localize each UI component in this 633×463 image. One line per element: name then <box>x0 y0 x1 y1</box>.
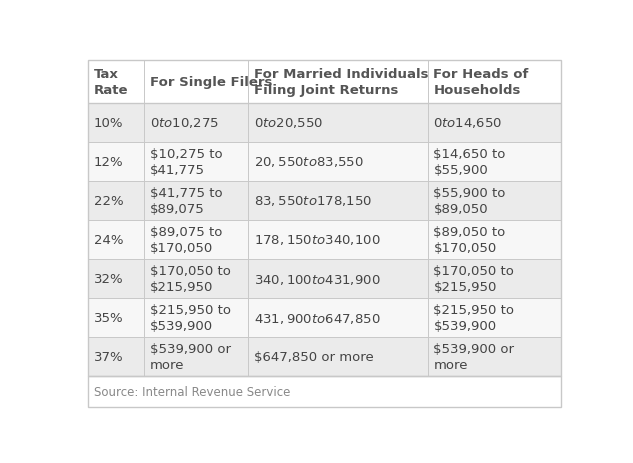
Bar <box>248 299 427 338</box>
Text: Source: Internal Revenue Service: Source: Internal Revenue Service <box>94 385 290 398</box>
Bar <box>144 104 248 143</box>
Bar <box>144 181 248 220</box>
Text: $55,900 to
$89,050: $55,900 to $89,050 <box>434 186 506 216</box>
Text: 12%: 12% <box>94 156 123 169</box>
Text: $10,275 to
$41,775: $10,275 to $41,775 <box>149 147 222 177</box>
Bar <box>144 220 248 259</box>
Bar <box>88 181 144 220</box>
Text: $14,650 to
$55,900: $14,650 to $55,900 <box>434 147 506 177</box>
Text: 35%: 35% <box>94 312 123 325</box>
Text: $340,100 to $431,900: $340,100 to $431,900 <box>254 272 380 286</box>
Bar <box>248 181 427 220</box>
Text: $0 to $20,550: $0 to $20,550 <box>254 116 323 130</box>
Bar <box>88 143 144 181</box>
Bar <box>88 220 144 259</box>
Text: $89,075 to
$170,050: $89,075 to $170,050 <box>149 225 222 255</box>
Bar <box>427 61 561 104</box>
Bar <box>427 259 561 299</box>
Bar <box>248 259 427 299</box>
Text: $647,850 or more: $647,850 or more <box>254 350 373 363</box>
Bar <box>88 104 144 143</box>
Text: 24%: 24% <box>94 233 123 246</box>
Bar <box>427 338 561 376</box>
Text: 37%: 37% <box>94 350 123 363</box>
Text: $539,900 or
more: $539,900 or more <box>434 342 515 372</box>
Bar <box>427 299 561 338</box>
Text: Tax
Rate: Tax Rate <box>94 68 128 97</box>
Bar <box>88 259 144 299</box>
Text: $170,050 to
$215,950: $170,050 to $215,950 <box>434 264 514 294</box>
Text: $215,950 to
$539,900: $215,950 to $539,900 <box>149 303 230 332</box>
Text: 22%: 22% <box>94 194 123 207</box>
Text: $170,050 to
$215,950: $170,050 to $215,950 <box>149 264 230 294</box>
Bar <box>248 143 427 181</box>
Bar <box>88 299 144 338</box>
Text: $89,050 to
$170,050: $89,050 to $170,050 <box>434 225 506 255</box>
Text: For Heads of
Households: For Heads of Households <box>434 68 529 97</box>
Bar <box>144 338 248 376</box>
Bar <box>88 376 561 407</box>
Bar <box>88 338 144 376</box>
Text: $41,775 to
$89,075: $41,775 to $89,075 <box>149 186 222 216</box>
Bar <box>248 220 427 259</box>
Bar <box>427 220 561 259</box>
Text: $178,150 to $340,100: $178,150 to $340,100 <box>254 233 380 247</box>
Text: $0 to $14,650: $0 to $14,650 <box>434 116 503 130</box>
Bar <box>144 61 248 104</box>
Bar <box>144 299 248 338</box>
Text: $539,900 or
more: $539,900 or more <box>149 342 230 372</box>
Bar <box>248 338 427 376</box>
Bar <box>427 181 561 220</box>
Bar <box>427 104 561 143</box>
Text: $215,950 to
$539,900: $215,950 to $539,900 <box>434 303 515 332</box>
Text: $431,900 to $647,850: $431,900 to $647,850 <box>254 311 380 325</box>
Text: For Single Filers: For Single Filers <box>149 76 272 89</box>
Bar <box>248 104 427 143</box>
Text: $0 to $10,275: $0 to $10,275 <box>149 116 218 130</box>
Text: 10%: 10% <box>94 117 123 130</box>
Bar <box>144 259 248 299</box>
Text: 32%: 32% <box>94 272 123 285</box>
Bar <box>144 143 248 181</box>
Text: $83,550 to $178,150: $83,550 to $178,150 <box>254 194 372 208</box>
Bar <box>88 61 561 376</box>
Bar <box>248 61 427 104</box>
Text: $20,550 to $83,550: $20,550 to $83,550 <box>254 155 363 169</box>
Bar <box>427 143 561 181</box>
Bar <box>88 61 144 104</box>
Text: For Married Individuals
Filing Joint Returns: For Married Individuals Filing Joint Ret… <box>254 68 428 97</box>
